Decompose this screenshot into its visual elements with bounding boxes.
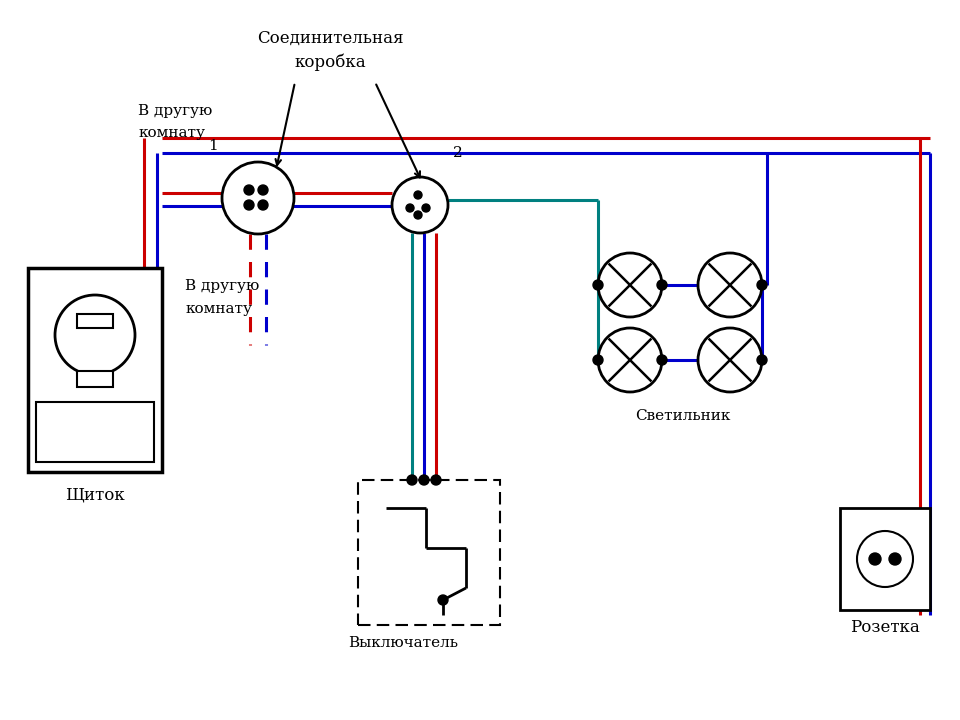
Circle shape (244, 185, 254, 195)
Bar (840, 508, 930, 610)
Bar (77, 371, 113, 387)
Circle shape (55, 295, 135, 375)
Circle shape (889, 553, 901, 565)
Text: 2: 2 (453, 146, 463, 160)
Circle shape (598, 253, 662, 317)
Bar (36, 402, 154, 462)
Circle shape (406, 204, 414, 212)
Bar (77, 314, 113, 328)
Circle shape (222, 162, 294, 234)
Text: Соединительная: Соединительная (256, 30, 403, 47)
Circle shape (657, 355, 667, 365)
Text: В другую: В другую (138, 104, 212, 118)
Circle shape (258, 185, 268, 195)
Circle shape (414, 211, 422, 219)
Text: Выключатель: Выключатель (348, 636, 458, 650)
Text: 1: 1 (208, 139, 218, 153)
Circle shape (414, 191, 422, 199)
Text: Щиток: Щиток (65, 487, 125, 504)
Text: Розетка: Розетка (851, 619, 920, 636)
Text: комнату: комнату (138, 126, 205, 140)
Circle shape (407, 475, 417, 485)
Circle shape (757, 280, 767, 290)
Circle shape (698, 328, 762, 392)
Circle shape (857, 531, 913, 587)
Text: В другую: В другую (185, 279, 259, 293)
Circle shape (392, 177, 448, 233)
Circle shape (698, 253, 762, 317)
Text: Светильник: Светильник (635, 409, 731, 423)
Circle shape (431, 475, 441, 485)
Text: комнату: комнату (185, 302, 252, 316)
Circle shape (593, 280, 603, 290)
Bar (28, 268, 162, 472)
Circle shape (419, 475, 429, 485)
Circle shape (657, 280, 667, 290)
Circle shape (869, 553, 881, 565)
Circle shape (593, 355, 603, 365)
Text: коробка: коробка (294, 53, 366, 71)
Circle shape (438, 595, 448, 605)
Circle shape (598, 328, 662, 392)
Circle shape (422, 204, 430, 212)
Circle shape (244, 200, 254, 210)
Bar (358, 480, 500, 625)
Circle shape (258, 200, 268, 210)
Circle shape (757, 355, 767, 365)
